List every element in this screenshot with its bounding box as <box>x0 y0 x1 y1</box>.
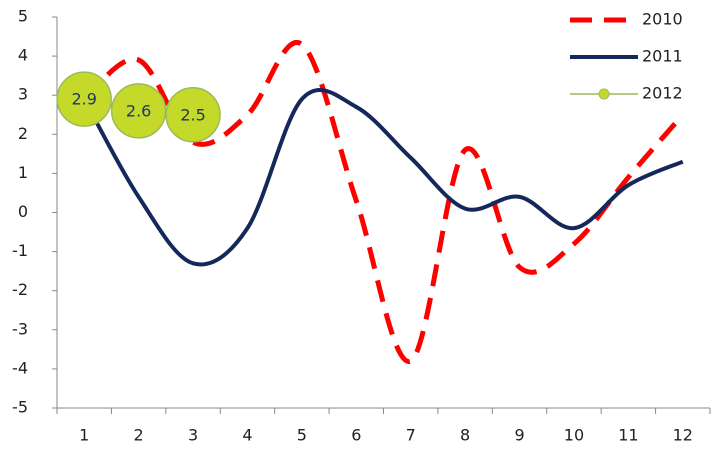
x-tick-label: 7 <box>406 426 416 445</box>
x-tick-label: 2 <box>134 426 144 445</box>
y-tick-label: -2 <box>12 280 28 299</box>
x-tick-label: 10 <box>564 426 584 445</box>
legend-label: 2011 <box>642 47 683 66</box>
x-tick-label: 1 <box>79 426 89 445</box>
y-tick-label: -3 <box>12 319 28 338</box>
series-line <box>82 39 685 364</box>
y-tick-label: 4 <box>18 46 28 65</box>
data-label: 2.5 <box>180 105 205 124</box>
data-label: 2.6 <box>126 101 151 120</box>
y-tick-label: 1 <box>18 163 28 182</box>
legend-label: 2010 <box>642 10 683 29</box>
x-tick-label: 11 <box>618 426 638 445</box>
x-tick-label: 4 <box>242 426 252 445</box>
y-tick-label: 2 <box>18 124 28 143</box>
y-tick-label: 0 <box>18 202 28 221</box>
series-line <box>82 88 684 267</box>
y-tick-label: -1 <box>12 241 28 260</box>
legend-label: 2012 <box>642 84 683 103</box>
x-tick-label: 6 <box>351 426 361 445</box>
legend-marker <box>598 88 610 100</box>
y-tick-label: 5 <box>18 7 28 26</box>
y-tick-label: 3 <box>18 85 28 104</box>
marker <box>56 71 112 127</box>
y-tick-label: -4 <box>12 358 28 377</box>
data-label: 2.9 <box>71 90 96 109</box>
x-tick-label: 5 <box>297 426 307 445</box>
marker <box>165 87 221 143</box>
y-tick-label: -5 <box>12 398 28 417</box>
x-tick-label: 12 <box>673 426 693 445</box>
x-tick-label: 3 <box>188 426 198 445</box>
x-tick-label: 9 <box>514 426 524 445</box>
x-tick-label: 8 <box>460 426 470 445</box>
